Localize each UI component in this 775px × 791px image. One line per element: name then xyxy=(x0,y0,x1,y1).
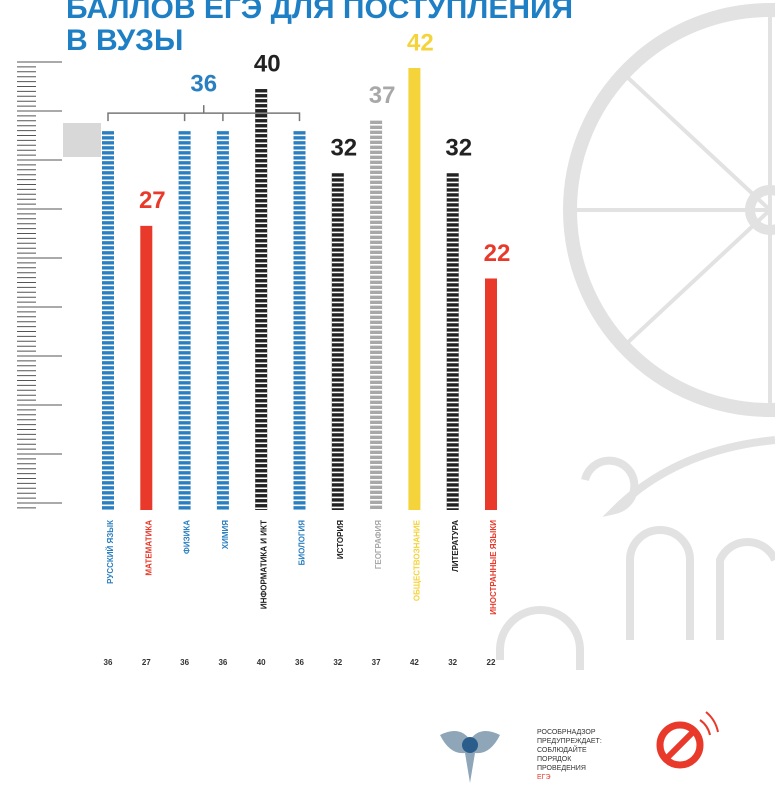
bottom-value: 32 xyxy=(333,658,342,667)
title-line: В ВУЗЫ xyxy=(66,24,183,57)
bar xyxy=(408,68,420,510)
value-label: 32 xyxy=(330,135,357,162)
bottom-value: 32 xyxy=(448,658,457,667)
value-label: 42 xyxy=(407,29,434,56)
category-label: МАТЕМАТИКА xyxy=(144,520,153,576)
footer-text: ПОРЯДОК xyxy=(537,756,572,763)
value-label: 22 xyxy=(484,240,511,267)
bar xyxy=(485,278,497,510)
category-label: ИНФОРМАТИКА И ИКТ xyxy=(259,520,268,609)
footer-text: ПРЕДУПРЕЖДАЕТ: xyxy=(537,738,602,745)
category-label: ИНОСТРАННЫЕ ЯЗЫКИ xyxy=(489,520,498,615)
bottom-value: 36 xyxy=(180,658,189,667)
value-label: 27 xyxy=(139,187,166,214)
footer-text: ЕГЭ xyxy=(537,774,551,781)
group-value-label: 36 xyxy=(190,70,217,97)
decor-square xyxy=(63,123,101,157)
category-label: БИОЛОГИЯ xyxy=(298,520,307,566)
bracket xyxy=(108,105,300,121)
bottom-value: 42 xyxy=(410,658,419,667)
category-label: ФИЗИКА xyxy=(183,520,192,554)
category-label: ИСТОРИЯ xyxy=(336,520,345,559)
value-label: 37 xyxy=(369,82,396,109)
bottom-value: 37 xyxy=(372,658,381,667)
title-line: БАЛЛОВ ЕГЭ ДЛЯ ПОСТУПЛЕНИЯ xyxy=(66,0,573,25)
bar xyxy=(447,173,459,510)
warning-icon xyxy=(660,712,718,765)
value-label: 32 xyxy=(445,135,472,162)
decoration xyxy=(500,10,775,670)
category-label: ГЕОГРАФИЯ xyxy=(374,520,383,569)
bar xyxy=(140,226,152,510)
bottom-value: 36 xyxy=(218,658,227,667)
rosobrnadzor-logo xyxy=(440,731,500,783)
category-label: ОБЩЕСТВОЗНАНИЕ xyxy=(413,519,422,601)
category-label: РУССКИЙ ЯЗЫК xyxy=(106,520,115,584)
value-label: 40 xyxy=(254,50,281,77)
footer-text: РОСОБРНАДЗОР xyxy=(537,729,596,736)
bottom-value: 27 xyxy=(142,658,151,667)
category-label: ЛИТЕРАТУРА xyxy=(451,520,460,572)
category-label: ХИМИЯ xyxy=(221,520,230,550)
bar xyxy=(255,89,267,510)
bottom-value: 22 xyxy=(487,658,496,667)
footer-text: СОБЛЮДАЙТЕ xyxy=(537,745,587,754)
bottom-value: 40 xyxy=(257,658,266,667)
bottom-value: 36 xyxy=(104,658,113,667)
infographic: БАЛЛОВ ЕГЭ ДЛЯ ПОСТУПЛЕНИЯ В ВУЗЫ РУССКИ… xyxy=(0,0,775,791)
bottom-value: 36 xyxy=(295,658,304,667)
footer-text: ПРОВЕДЕНИЯ xyxy=(537,765,586,772)
ruler xyxy=(17,62,62,508)
bar xyxy=(332,173,344,510)
